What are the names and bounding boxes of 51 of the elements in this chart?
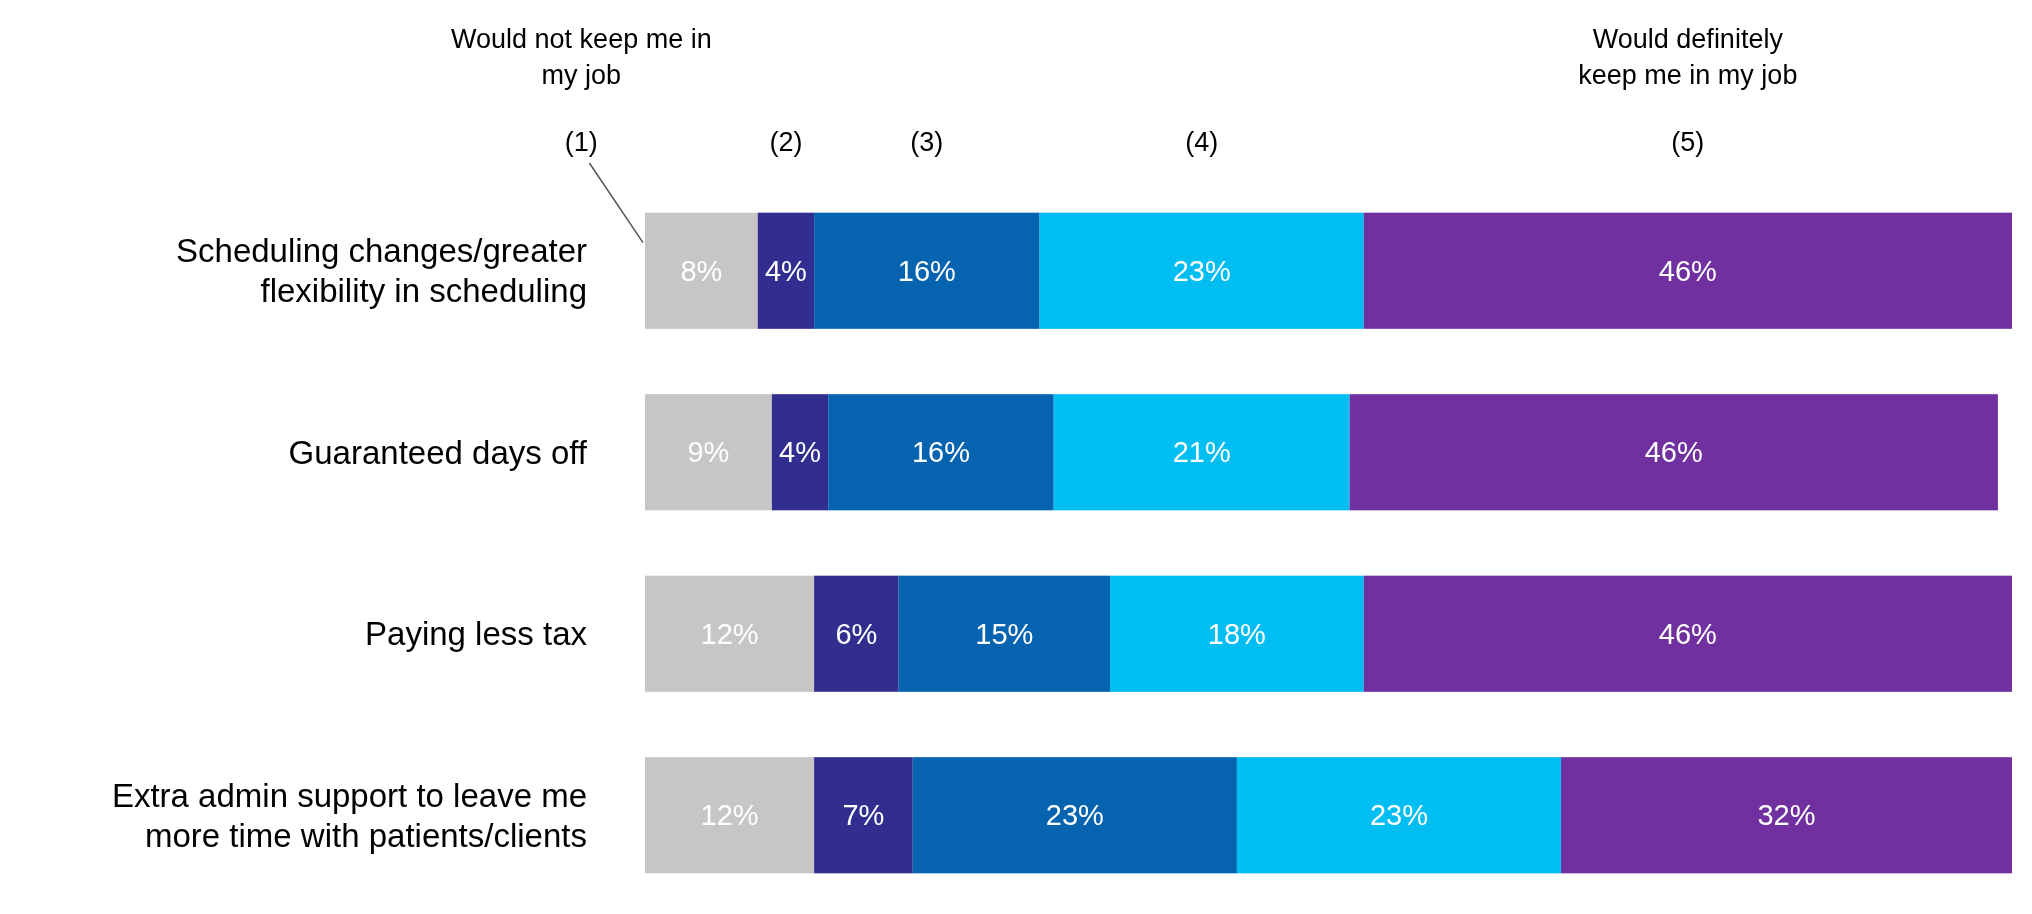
bar bbox=[1053, 394, 1350, 511]
data-label: 23% bbox=[1369, 799, 1428, 832]
data-label: 16% bbox=[911, 436, 970, 469]
data-label: 32% bbox=[1757, 799, 1816, 832]
text: (2) bbox=[769, 127, 803, 157]
text: Would not keep me in my job bbox=[451, 24, 712, 90]
bar bbox=[645, 394, 772, 511]
bar bbox=[828, 394, 1054, 511]
data-label: 46% bbox=[1658, 617, 1717, 650]
data-label: 21% bbox=[1172, 436, 1231, 469]
data-label: 9% bbox=[687, 436, 730, 469]
data-label: 4% bbox=[764, 254, 807, 287]
data-label: 12% bbox=[700, 799, 759, 832]
text: (3) bbox=[910, 127, 944, 157]
data-label: 4% bbox=[779, 436, 821, 469]
bar bbox=[1363, 575, 2012, 692]
bar bbox=[1561, 757, 2012, 874]
bar bbox=[771, 394, 829, 511]
data-label: 23% bbox=[1045, 799, 1104, 832]
data-label: 23% bbox=[1172, 254, 1231, 287]
bar bbox=[1363, 212, 2012, 329]
bar bbox=[645, 575, 815, 692]
data-label: 18% bbox=[1207, 617, 1266, 650]
text: Would definitely keep me in my job bbox=[1578, 24, 1798, 90]
bar bbox=[898, 575, 1111, 692]
bar bbox=[645, 212, 758, 329]
text: (1) bbox=[564, 127, 598, 157]
text: (5) bbox=[1671, 127, 1705, 157]
bar bbox=[757, 212, 815, 329]
bar bbox=[814, 575, 899, 692]
y-tick-label: Paying less tax bbox=[365, 615, 588, 653]
y-tick-label: Extra admin support to leave me more time with patients/clients bbox=[111, 776, 587, 854]
text: (4) bbox=[1185, 127, 1219, 157]
y-tick-label: Guaranteed days off bbox=[288, 433, 588, 471]
data-label: 6% bbox=[835, 617, 878, 650]
bar bbox=[912, 757, 1237, 874]
data-label: 7% bbox=[842, 799, 885, 832]
y-tick-label: Scheduling changes/greater flexibility in scheduling bbox=[176, 232, 588, 310]
data-label: 15% bbox=[975, 617, 1034, 650]
bar bbox=[1349, 394, 1998, 511]
data-label: 46% bbox=[1644, 436, 1703, 469]
bar bbox=[814, 212, 1040, 329]
data-label: 8% bbox=[680, 254, 723, 287]
bar bbox=[1110, 575, 1364, 692]
data-label: 46% bbox=[1658, 254, 1717, 287]
data-label: 16% bbox=[897, 254, 956, 287]
bar bbox=[1039, 212, 1364, 329]
bar bbox=[645, 757, 815, 874]
bar bbox=[1236, 757, 1562, 874]
data-label: 12% bbox=[700, 617, 759, 650]
bar bbox=[814, 757, 913, 874]
